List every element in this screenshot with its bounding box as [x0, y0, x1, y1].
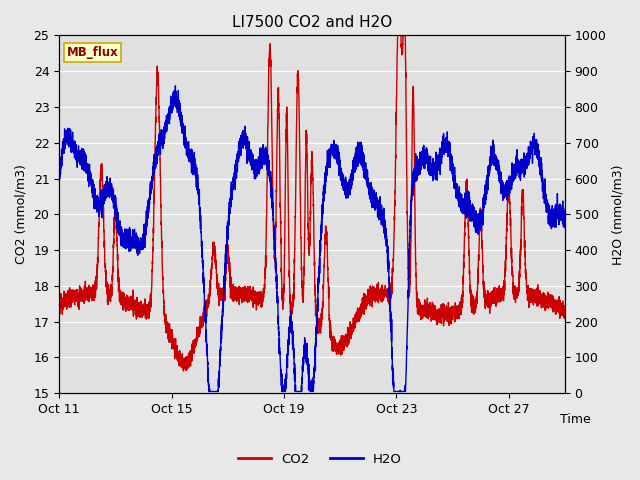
Text: MB_flux: MB_flux: [67, 46, 118, 59]
Y-axis label: CO2 (mmol/m3): CO2 (mmol/m3): [15, 164, 28, 264]
Y-axis label: H2O (mmol/m3): H2O (mmol/m3): [612, 164, 625, 264]
Title: LI7500 CO2 and H2O: LI7500 CO2 and H2O: [232, 15, 392, 30]
X-axis label: Time: Time: [559, 413, 590, 426]
Legend: CO2, H2O: CO2, H2O: [233, 447, 407, 471]
